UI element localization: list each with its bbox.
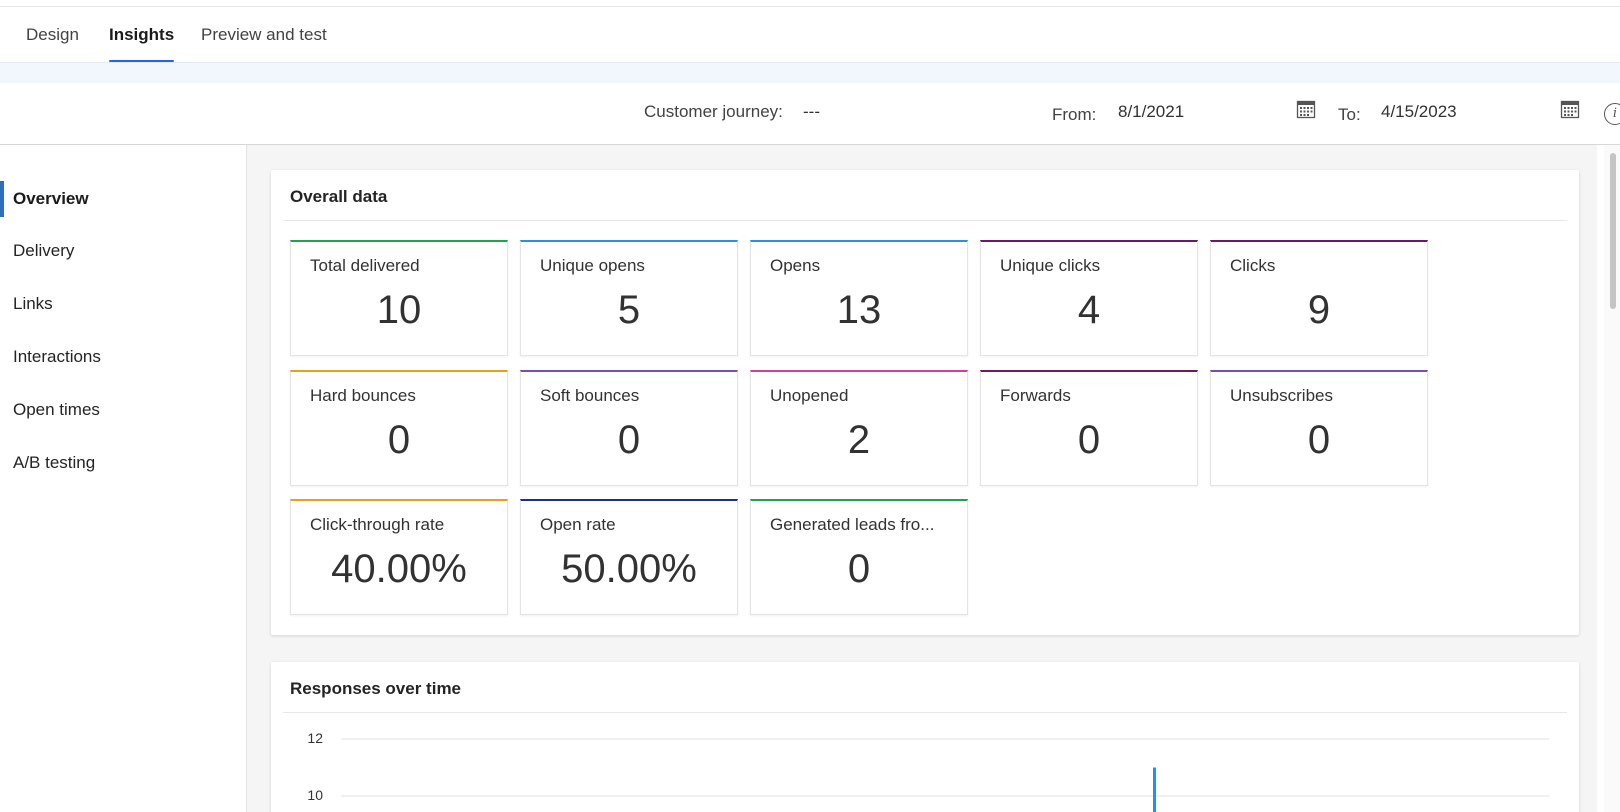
tile-value: 0 — [1077, 418, 1101, 462]
from-date-input[interactable]: 8/1/2021 — [1118, 102, 1185, 121]
tile-value: 13 — [836, 288, 882, 332]
tab-preview-and-test[interactable]: Preview and test — [201, 25, 327, 44]
tile-label: Soft bounces — [540, 386, 640, 405]
tile-clicks[interactable]: Clicks 9 — [1210, 240, 1428, 356]
nav-item-overview[interactable]: Overview — [0, 181, 246, 217]
tile-value: 0 — [617, 418, 641, 462]
y-tick-label: 10 — [307, 787, 323, 803]
customer-journey-selector[interactable]: --- — [803, 102, 820, 121]
tile-label: Unique clicks — [1000, 256, 1101, 275]
tile-label: Open rate — [540, 515, 616, 534]
overall-data-title: Overall data — [290, 187, 388, 206]
main-content: Overall data Total delivered 10 Unique o… — [247, 145, 1597, 812]
tile-label: Unopened — [770, 386, 849, 405]
tile-total-delivered[interactable]: Total delivered 10 — [290, 240, 508, 356]
filter-bar: Customer journey: --- From: 8/1/2021 To:… — [0, 83, 1620, 145]
tab-design[interactable]: Design — [26, 25, 79, 44]
tab-insights[interactable]: Insights — [109, 7, 175, 62]
tile-label: Click-through rate — [310, 515, 445, 534]
header-band — [0, 62, 1620, 83]
tile-value: 4 — [1077, 288, 1101, 332]
tile-value: 0 — [387, 418, 411, 462]
tile-value: 50.00% — [561, 547, 697, 591]
tile-soft-bounces[interactable]: Soft bounces 0 — [520, 370, 738, 486]
responses-over-time-title: Responses over time — [290, 679, 462, 698]
tile-label: Hard bounces — [310, 386, 416, 405]
info-icon[interactable]: i — [1604, 103, 1620, 125]
to-date-input[interactable]: 4/15/2023 — [1381, 102, 1457, 121]
tile-open-rate[interactable]: Open rate 50.00% — [520, 499, 738, 615]
nav-item-ab-testing[interactable]: A/B testing — [13, 453, 96, 472]
nav-item-open-times[interactable]: Open times — [13, 400, 100, 419]
from-label: From: — [1052, 105, 1097, 124]
tab-bar: Design Insights Preview and test — [0, 7, 1620, 62]
tile-generated-leads[interactable]: Generated leads fro... 0 — [750, 499, 968, 615]
tile-value: 9 — [1307, 288, 1331, 332]
tile-unique-clicks[interactable]: Unique clicks 4 — [980, 240, 1198, 356]
customer-journey-label: Customer journey: — [644, 102, 783, 121]
to-label: To: — [1338, 105, 1361, 124]
calendar-icon[interactable] — [1560, 99, 1580, 119]
tile-unopened[interactable]: Unopened 2 — [750, 370, 968, 486]
nav-item-interactions[interactable]: Interactions — [13, 347, 101, 366]
nav-item-links[interactable]: Links — [13, 294, 53, 313]
tile-value: 40.00% — [331, 547, 467, 591]
scrollbar[interactable] — [1604, 145, 1620, 812]
tile-label: Opens — [770, 256, 821, 275]
responses-chart: 12 10 — [307, 730, 1549, 812]
y-tick-label: 12 — [307, 730, 323, 746]
tile-value: 2 — [847, 418, 871, 462]
scrollbar-thumb[interactable] — [1610, 153, 1616, 309]
left-nav: Overview Delivery Links Interactions Ope… — [0, 145, 247, 812]
tile-value: 0 — [847, 547, 871, 591]
calendar-icon[interactable] — [1296, 99, 1316, 119]
tile-click-through-rate[interactable]: Click-through rate 40.00% — [290, 499, 508, 615]
card-divider — [283, 220, 1567, 221]
tile-opens[interactable]: Opens 13 — [750, 240, 968, 356]
tile-forwards[interactable]: Forwards 0 — [980, 370, 1198, 486]
tile-value: 0 — [1307, 418, 1331, 462]
tile-label: Forwards — [1000, 386, 1071, 405]
tile-label: Unsubscribes — [1230, 386, 1333, 405]
overall-data-card: Overall data Total delivered 10 Unique o… — [271, 170, 1579, 635]
tile-unsubscribes[interactable]: Unsubscribes 0 — [1210, 370, 1428, 486]
tile-label: Unique opens — [540, 256, 645, 275]
tile-value: 10 — [376, 288, 422, 332]
responses-over-time-card: Responses over time 12 10 — [271, 662, 1579, 812]
tile-label: Total delivered — [310, 256, 420, 275]
tile-unique-opens[interactable]: Unique opens 5 — [520, 240, 738, 356]
card-divider — [283, 712, 1567, 713]
tile-value: 5 — [617, 288, 641, 332]
tile-label: Generated leads fro... — [770, 515, 935, 534]
tile-hard-bounces[interactable]: Hard bounces 0 — [290, 370, 508, 486]
nav-item-delivery[interactable]: Delivery — [13, 241, 75, 260]
top-border-line — [0, 6, 1620, 7]
response-bar[interactable] — [1153, 767, 1156, 812]
tile-label: Clicks — [1230, 256, 1276, 275]
